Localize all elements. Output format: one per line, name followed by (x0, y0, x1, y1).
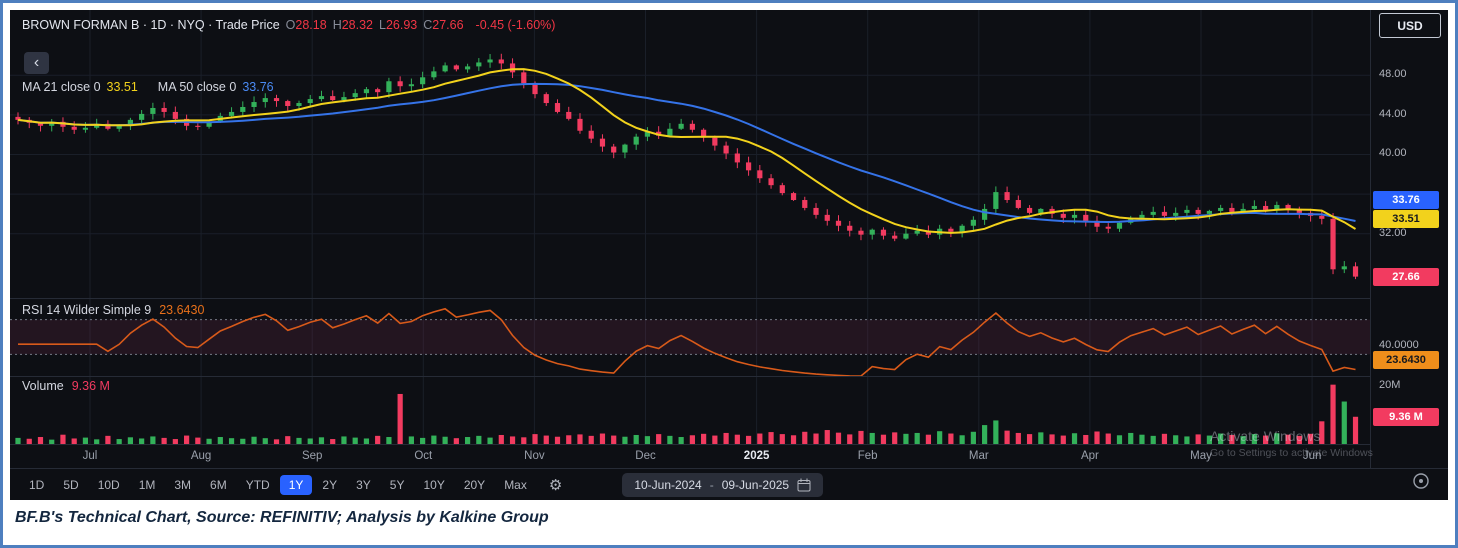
range-button-3m[interactable]: 3M (165, 475, 200, 495)
rsi-legend: RSI 14 Wilder Simple 9 23.6430 (22, 303, 204, 317)
target-icon[interactable] (1410, 470, 1432, 492)
range-button-max[interactable]: Max (495, 475, 536, 495)
volume-badge: 9.36 M (1373, 407, 1439, 426)
gear-icon[interactable]: ⚙ (548, 476, 563, 494)
time-axis-label: Sep (301, 450, 323, 462)
calendar-icon (797, 478, 811, 491)
rsi-tick: 40.0000 (1379, 338, 1419, 351)
rsi-value: 23.6430 (159, 303, 205, 317)
rsi-label: RSI 14 Wilder Simple 9 (22, 303, 152, 317)
ohlc-letter: O (285, 18, 296, 32)
volume-label: Volume (22, 379, 64, 393)
range-button-2y[interactable]: 2Y (313, 475, 346, 495)
date-to: 09-Jun-2025 (721, 477, 790, 492)
time-axis-label: Jun (1302, 450, 1322, 462)
pane-divider (10, 298, 1448, 299)
ohlc-number: 27.66 (432, 18, 464, 32)
time-axis[interactable]: Jul Aug Sep Oct Nov Dec 2025 Feb Mar Apr May Jun (10, 444, 1370, 468)
ohlc-number: 26.93 (385, 18, 418, 32)
price-tick: 40.00 (1379, 147, 1407, 160)
ohlc-number: 28.32 (341, 18, 373, 32)
volume-pane[interactable] (10, 376, 1370, 444)
time-axis-label: 2025 (743, 450, 770, 462)
time-axis-label: Dec (635, 450, 656, 462)
price-axis[interactable]: USD 48.00 44.00 40.00 32.00 40.0000 20M 33.76 3… (1370, 10, 1448, 468)
range-button-5d[interactable]: 5D (54, 475, 87, 495)
volume-legend: Volume 9.36 M (22, 379, 110, 393)
range-button-10y[interactable]: 10Y (414, 475, 453, 495)
range-toolbar: 1D 5D 10D 1M 3M 6M YTD 1Y 2Y 3Y 5Y 10Y 20Y Max ⚙ 10-J… (10, 468, 1448, 500)
time-axis-label: Jul (82, 450, 98, 462)
time-axis-label: Oct (414, 450, 433, 462)
time-axis-label: Aug (190, 450, 212, 462)
ma50-badge: 33.76 (1373, 191, 1439, 210)
range-button-1m[interactable]: 1M (130, 475, 165, 495)
range-button-6m[interactable]: 6M (201, 475, 236, 495)
currency-button[interactable]: USD (1379, 13, 1441, 38)
date-separator: - (709, 477, 714, 492)
range-button-5y[interactable]: 5Y (381, 475, 414, 495)
ma21-label: MA 21 close 0 (22, 80, 101, 94)
price-tick: 48.00 (1379, 68, 1407, 81)
range-button-1d[interactable]: 1D (20, 475, 53, 495)
time-axis-label: Nov (524, 450, 545, 462)
time-axis-label: Apr (1080, 450, 1099, 462)
ma-legend: MA 21 close 0 33.51 MA 50 close 0 33.76 (22, 80, 274, 94)
last-price-badge: 27.66 (1373, 267, 1439, 286)
price-tick: 44.00 (1379, 107, 1407, 120)
volume-tick: 20M (1379, 378, 1401, 391)
time-axis-label: May (1190, 450, 1212, 462)
range-buttons: 1D 5D 10D 1M 3M 6M YTD 1Y 2Y 3Y 5Y 10Y 20Y Max (20, 474, 537, 495)
range-button-1y[interactable]: 1Y (279, 474, 313, 495)
caption: BF.B's Technical Chart, Source: REFINITI… (15, 509, 549, 526)
pane-divider (10, 376, 1448, 377)
change-value: -0.45 (-1.60%) (475, 18, 556, 32)
chevron-left-icon: ‹ (33, 54, 40, 71)
rsi-badge: 23.6430 (1373, 350, 1439, 369)
time-axis-label: Mar (968, 450, 989, 462)
range-button-ytd[interactable]: YTD (237, 475, 279, 495)
ohlc-values: O28.18 H28.32 L26.93 C27.66 (286, 18, 470, 32)
ohlc-letter: H (332, 18, 342, 32)
date-range-picker[interactable]: 10-Jun-2024 - 09-Jun-2025 (622, 472, 824, 497)
back-button[interactable]: ‹ (24, 52, 49, 74)
ma21-value: 33.51 (106, 80, 138, 94)
price-pane[interactable] (10, 10, 1370, 298)
rsi-pane[interactable] (10, 298, 1370, 376)
symbol-title: BROWN FORMAN B · 1D · NYQ · Trade Price (22, 18, 280, 32)
price-tick: 32.00 (1379, 226, 1407, 239)
ohlc-letter: L (379, 18, 386, 32)
volume-value: 9.36 M (71, 379, 110, 393)
ma21-badge: 33.51 (1373, 209, 1439, 228)
range-button-10d[interactable]: 10D (89, 475, 129, 495)
symbol-legend: BROWN FORMAN B · 1D · NYQ · Trade Price … (22, 18, 555, 32)
ohlc-number: 28.18 (295, 18, 327, 32)
ohlc-letter: C (423, 18, 433, 32)
ma50-value: 33.76 (242, 80, 274, 94)
time-axis-label: Feb (857, 450, 878, 462)
range-button-20y[interactable]: 20Y (455, 475, 494, 495)
date-from: 10-Jun-2024 (634, 477, 702, 492)
trading-chart: BROWN FORMAN B · 1D · NYQ · Trade Price … (10, 10, 1448, 500)
range-button-3y[interactable]: 3Y (347, 475, 380, 495)
ma50-label: MA 50 close 0 (157, 80, 237, 94)
